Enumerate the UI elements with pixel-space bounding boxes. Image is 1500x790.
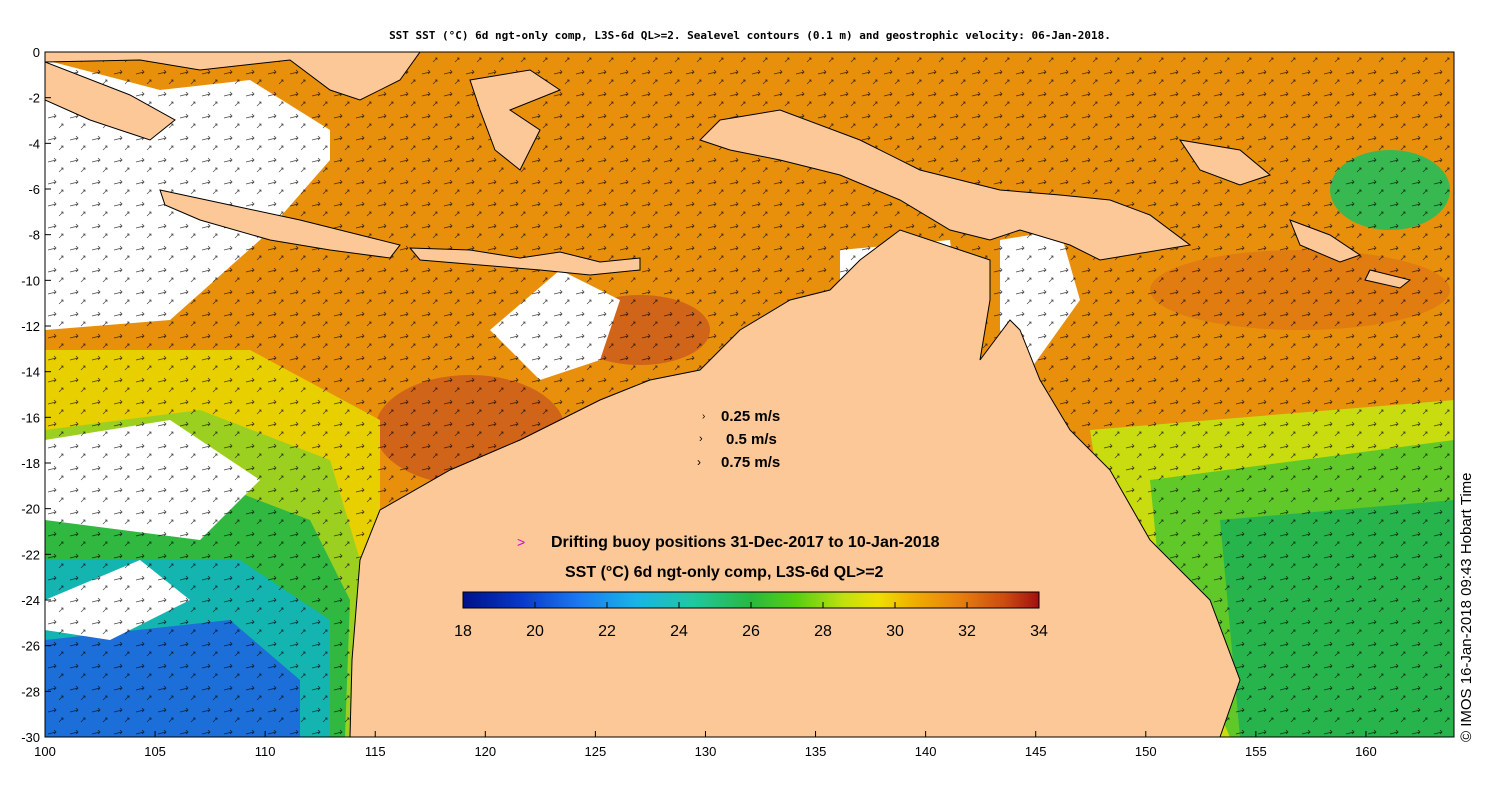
landmass-sumatra bbox=[45, 61, 176, 141]
velocity-legend-arrow: › bbox=[697, 455, 701, 469]
x-tick-label: 105 bbox=[144, 744, 166, 759]
x-tick-label: 150 bbox=[1135, 744, 1157, 759]
velocity-legend-arrow: › bbox=[699, 433, 703, 445]
y-tick-label: -12 bbox=[21, 319, 40, 334]
buoy-legend: > Drifting buoy positions 31-Dec-2017 to… bbox=[517, 534, 940, 551]
credit-text: © IMOS 16-Jan-2018 09:43 Hobart Time bbox=[1458, 472, 1475, 742]
x-tick-label: 110 bbox=[255, 744, 276, 759]
y-tick-label: -6 bbox=[28, 182, 40, 197]
y-tick-label: -20 bbox=[21, 502, 40, 517]
colorbar-tick-label: 32 bbox=[958, 623, 976, 640]
y-tick-label: -26 bbox=[21, 639, 40, 654]
colorbar-tick-label: 18 bbox=[454, 623, 472, 640]
y-tick-label: -18 bbox=[21, 456, 40, 471]
y-tick-label: -16 bbox=[21, 410, 40, 425]
colorbar-tick-label: 26 bbox=[742, 623, 760, 640]
velocity-legend-label: 0.25 m/s bbox=[721, 408, 780, 425]
colorbar-tick-label: 22 bbox=[598, 623, 616, 640]
buoy-legend-label: Drifting buoy positions 31-Dec-2017 to 1… bbox=[551, 534, 940, 551]
y-tick-label: -8 bbox=[28, 228, 40, 243]
x-tick-label: 155 bbox=[1245, 744, 1267, 759]
buoy-marker-symbol: > bbox=[517, 534, 525, 550]
y-tick-label: -14 bbox=[21, 365, 40, 380]
y-tick-label: -22 bbox=[21, 547, 40, 562]
colorbar-ticks: 18 20 22 24 26 28 30 32 34 bbox=[454, 602, 1048, 640]
landmass-new-britain bbox=[1178, 139, 1272, 186]
y-axis: 0 -2 -4 -6 -8 -10 -12 -14 -16 -18 -20 -22 -24 -26 -28 -… bbox=[21, 45, 51, 745]
colorbar: SST (°C) 6d ngt-only comp, L3S-6d QL>=2 … bbox=[454, 564, 1048, 640]
velocity-legend-label: 0.75 m/s bbox=[721, 454, 780, 471]
landmass-solomons bbox=[1289, 219, 1362, 263]
landmass-solomons bbox=[1364, 269, 1412, 289]
sst-field bbox=[45, 52, 1454, 737]
x-tick-label: 145 bbox=[1025, 744, 1047, 759]
y-tick-label: -10 bbox=[21, 273, 40, 288]
landmass-sunda-islands bbox=[408, 247, 641, 276]
x-axis: 100 105 110 115 120 125 130 135 140 145 150 155 160 bbox=[34, 731, 1377, 759]
landmass-australia bbox=[349, 229, 1241, 737]
x-tick-label: 115 bbox=[365, 744, 386, 759]
y-tick-label: -30 bbox=[21, 730, 40, 745]
x-tick-label: 130 bbox=[695, 744, 717, 759]
colorbar-label: SST (°C) 6d ngt-only comp, L3S-6d QL>=2 bbox=[565, 564, 884, 581]
velocity-legend-arrow: › bbox=[702, 411, 705, 422]
velocity-legend: › 0.25 m/s › 0.5 m/s › 0.75 m/s bbox=[697, 408, 780, 471]
colorbar-tick-label: 30 bbox=[886, 623, 904, 640]
colorbar-tick-label: 28 bbox=[814, 623, 832, 640]
y-tick-label: -28 bbox=[21, 684, 40, 699]
colorbar-tick-label: 20 bbox=[526, 623, 544, 640]
x-tick-label: 140 bbox=[915, 744, 937, 759]
landmass-java bbox=[159, 189, 401, 259]
y-tick-label: -24 bbox=[21, 593, 40, 608]
colorbar-tick-label: 34 bbox=[1030, 623, 1048, 640]
y-tick-label: -2 bbox=[28, 91, 40, 106]
x-tick-label: 125 bbox=[585, 744, 607, 759]
plot-frame bbox=[44, 51, 1455, 738]
y-tick-label: 0 bbox=[33, 45, 40, 60]
x-tick-label: 120 bbox=[474, 744, 496, 759]
x-tick-label: 100 bbox=[34, 744, 56, 759]
land bbox=[45, 52, 1412, 737]
landmass-sulawesi bbox=[469, 69, 562, 171]
velocity-legend-label: 0.5 m/s bbox=[726, 431, 777, 448]
landmass-new-guinea bbox=[699, 109, 1192, 261]
x-tick-label: 160 bbox=[1355, 744, 1377, 759]
map-title: SST SST (°C) 6d ngt-only comp, L3S-6d QL… bbox=[389, 29, 1111, 42]
landmass-borneo bbox=[45, 52, 421, 101]
colorbar-tick-label: 24 bbox=[670, 623, 688, 640]
y-tick-label: -4 bbox=[28, 136, 40, 151]
x-tick-label: 135 bbox=[805, 744, 827, 759]
